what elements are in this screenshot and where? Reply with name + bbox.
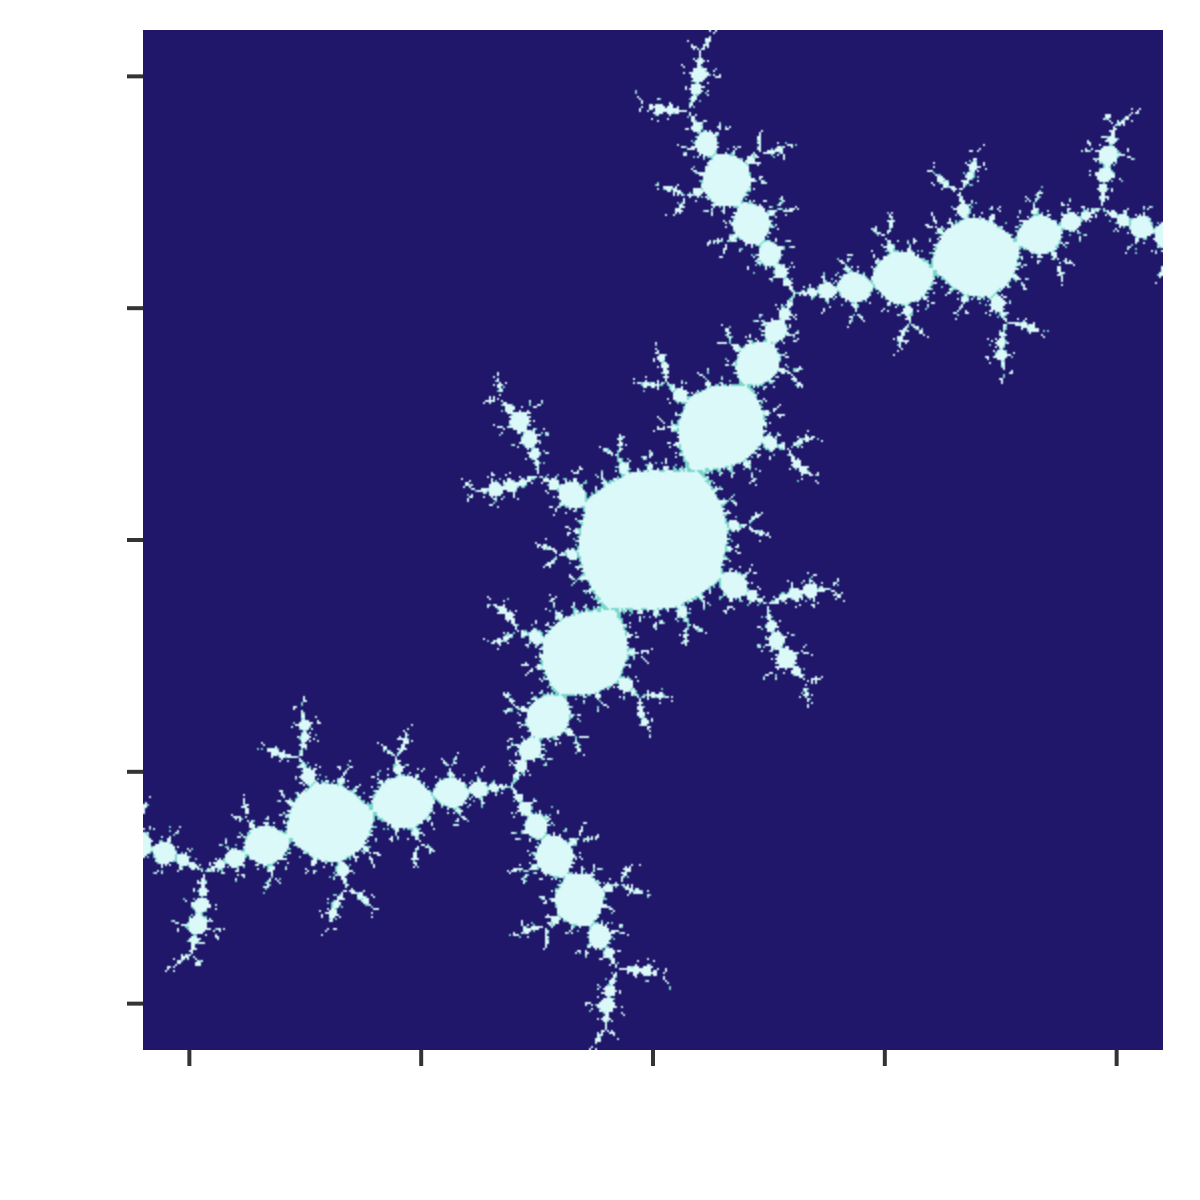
y-axis: [127, 76, 143, 1003]
x-axis: [189, 1050, 1116, 1066]
